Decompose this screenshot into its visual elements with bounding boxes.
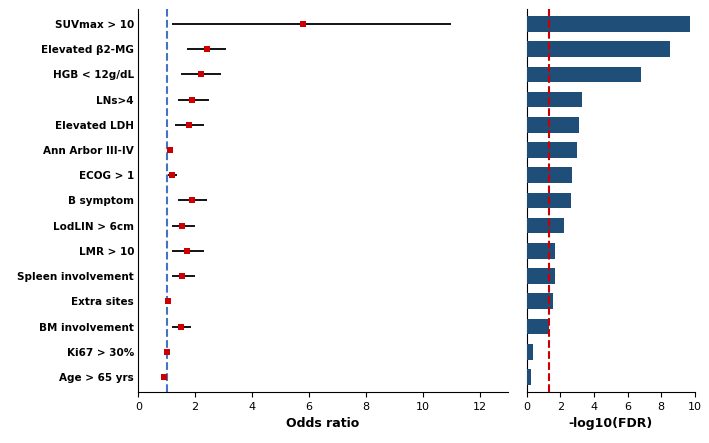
Bar — [527, 16, 690, 32]
Bar — [527, 117, 579, 132]
Bar — [527, 193, 571, 208]
Bar — [527, 268, 554, 284]
Bar — [527, 41, 669, 57]
X-axis label: Odds ratio: Odds ratio — [286, 417, 359, 430]
Bar — [527, 344, 533, 360]
Bar — [527, 66, 641, 82]
Bar — [527, 293, 553, 309]
Bar — [527, 92, 582, 108]
Bar — [527, 319, 549, 334]
Bar — [527, 218, 564, 233]
Bar — [527, 167, 572, 183]
Bar — [527, 142, 577, 158]
Bar — [527, 369, 531, 385]
X-axis label: -log10(FDR): -log10(FDR) — [569, 417, 653, 430]
Bar — [527, 243, 555, 259]
